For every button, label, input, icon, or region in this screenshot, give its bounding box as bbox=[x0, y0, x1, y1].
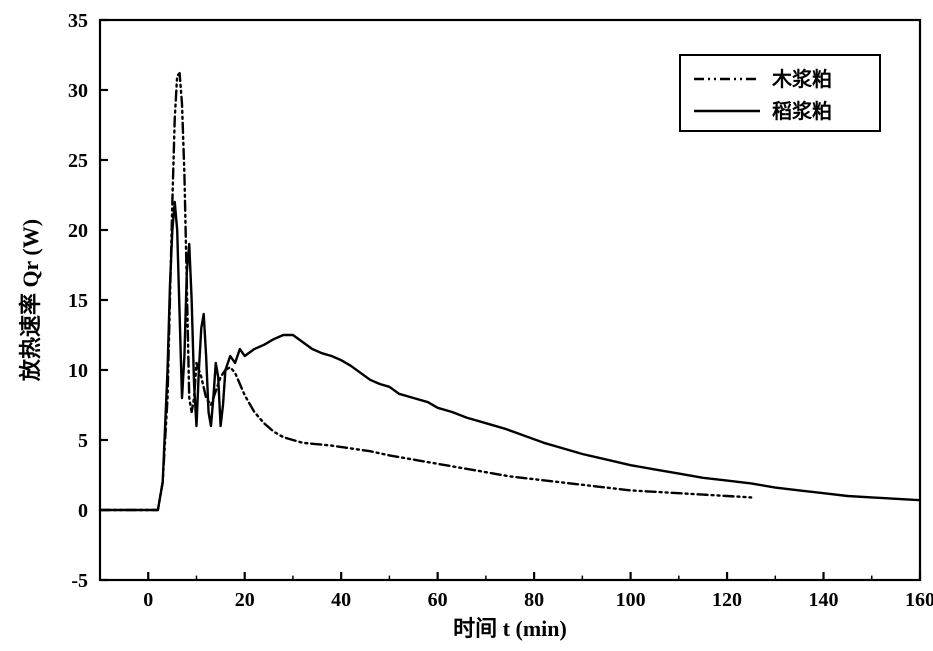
x-axis-label: 时间 t (min) bbox=[453, 616, 567, 641]
y-tick-label: 10 bbox=[68, 360, 88, 382]
x-tick-label: 60 bbox=[428, 589, 448, 611]
legend-label: 稻浆粕 bbox=[772, 99, 832, 123]
y-tick-label: 5 bbox=[78, 430, 88, 452]
x-tick-label: 0 bbox=[143, 589, 153, 611]
x-tick-label: 20 bbox=[235, 589, 255, 611]
y-tick-label: -5 bbox=[71, 570, 88, 592]
series-b-line bbox=[100, 202, 920, 510]
y-axis-label: 放热速率 Qr (W) bbox=[18, 219, 43, 382]
y-tick-label: 25 bbox=[68, 150, 88, 172]
x-tick-label: 100 bbox=[616, 589, 646, 611]
y-tick-label: 20 bbox=[68, 220, 88, 242]
series-a-line bbox=[100, 73, 751, 510]
x-tick-label: 160 bbox=[905, 589, 933, 611]
legend-label: 木浆粕 bbox=[771, 67, 832, 91]
x-tick-label: 80 bbox=[524, 589, 544, 611]
y-tick-label: 15 bbox=[68, 290, 88, 312]
line-chart: 0 20 40 60 80 100 120 140 160 -5 0 5 10 15 20 25 30 35 时间 … bbox=[0, 0, 933, 651]
y-tick-label: 0 bbox=[78, 500, 88, 522]
y-tick-label: 30 bbox=[68, 80, 88, 102]
x-tick-label: 120 bbox=[712, 589, 742, 611]
chart-container: 0 20 40 60 80 100 120 140 160 -5 0 5 10 15 20 25 30 35 时间 … bbox=[0, 0, 933, 651]
x-tick-label: 40 bbox=[331, 589, 351, 611]
y-tick-label: 35 bbox=[68, 10, 88, 32]
x-tick-label: 140 bbox=[809, 589, 839, 611]
